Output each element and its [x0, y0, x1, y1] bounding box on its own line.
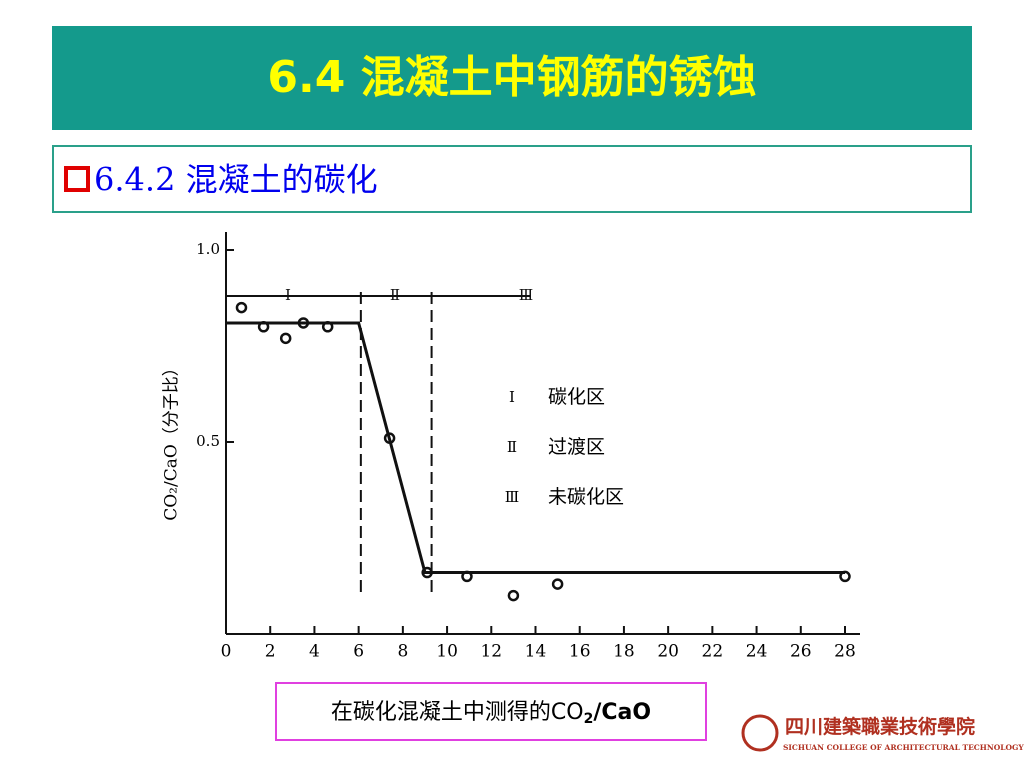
x-tick-label: 12 — [480, 642, 502, 662]
y-tick-label: 0.5 — [196, 432, 220, 450]
legend-label: 碳化区 — [548, 386, 605, 408]
bullet — [64, 166, 90, 192]
legend-symbol: Ⅰ — [509, 388, 515, 406]
section-box — [52, 145, 972, 213]
x-tick-label: 24 — [746, 642, 768, 662]
x-tick-label: 6 — [353, 642, 364, 662]
legend-symbol: Ⅲ — [505, 488, 519, 506]
data-point — [551, 578, 564, 590]
data-point — [279, 332, 292, 345]
caption-box — [275, 682, 707, 741]
x-tick-label: 28 — [834, 642, 856, 662]
x-tick-label: 18 — [613, 642, 635, 662]
x-tick-label: 8 — [397, 642, 408, 662]
x-tick-label: 26 — [790, 642, 812, 662]
caption-sub: 2 — [584, 711, 594, 727]
caption-text: /CaO — [593, 700, 651, 725]
caption-text: 在碳化混凝土中测得的CO — [331, 700, 584, 725]
logo-english: SICHUAN COLLEGE OF ARCHITECTURAL TECHNOL… — [783, 743, 1024, 752]
x-tick-label: 4 — [309, 642, 320, 662]
fit-line — [226, 321, 845, 575]
title-bar — [52, 26, 972, 130]
x-tick-label: 10 — [436, 642, 458, 662]
zone-label: Ⅱ — [390, 286, 400, 304]
caption: 在碳化混凝土中测得的CO2/CaO — [331, 700, 651, 727]
logo-emblem — [741, 714, 779, 752]
zone-label: Ⅲ — [519, 286, 533, 304]
x-tick-label: 2 — [265, 642, 276, 662]
x-tick-label: 14 — [525, 642, 547, 662]
legend-symbol: Ⅱ — [507, 438, 517, 456]
y-axis-label: CO₂/CaO（分子比） — [162, 359, 182, 521]
x-tick-label: 16 — [569, 642, 591, 662]
y-tick-label: 1.0 — [196, 240, 220, 258]
section-title: 6.4.2 混凝土的碳化 — [94, 161, 378, 199]
slide-title: 6.4 混凝土中钢筋的锈蚀 — [267, 52, 756, 103]
x-tick-label: 20 — [657, 642, 679, 662]
zone-label: Ⅰ — [285, 286, 291, 304]
logo-name: 四川建築職業技術學院 — [785, 715, 975, 738]
legend-label: 过渡区 — [548, 436, 605, 458]
x-tick-label: 0 — [221, 642, 232, 662]
chart: 0 2 4 6 8 10 12 14 16 18 20 22 24 26 280.51.0CO₂/CaO（分… — [162, 232, 860, 662]
data-point — [507, 589, 520, 602]
data-point — [235, 301, 248, 314]
x-tick-label: 22 — [702, 642, 724, 662]
legend-label: 未碳化区 — [548, 486, 624, 508]
